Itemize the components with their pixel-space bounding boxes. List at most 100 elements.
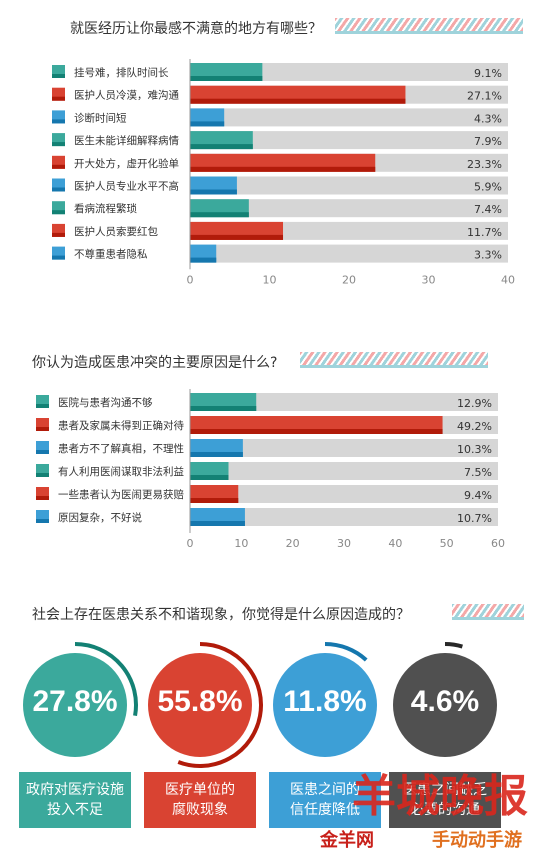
bar-track-4 — [190, 485, 498, 503]
cause-text-0-1: 投入不足 — [47, 802, 103, 818]
category-label-4: 开大处方，虚开化验单 — [74, 157, 179, 170]
category-label-1: 医护人员冷漠，难沟通 — [74, 89, 179, 102]
value-label-4: 23.3% — [467, 158, 502, 171]
donut-arc-0 — [74, 642, 138, 717]
value-label-0: 9.1% — [474, 67, 502, 80]
category-label-2: 诊断时间短 — [74, 111, 127, 124]
legend-swatch-shade-2 — [36, 450, 49, 454]
chart1-rule — [335, 31, 523, 34]
value-label-3: 7.9% — [474, 135, 502, 148]
donut-0 — [23, 642, 138, 757]
bar-shade-4 — [190, 166, 376, 172]
bar-shade-2 — [190, 121, 225, 127]
donut-value-label-0: 27.8% — [32, 685, 118, 718]
value-label-3: 7.5% — [464, 466, 492, 479]
legend-swatch-shade-2 — [52, 119, 65, 124]
value-label-0: 12.9% — [457, 397, 492, 410]
bar-shade-7 — [190, 234, 284, 240]
cause-text-1-0: 医疗单位的 — [165, 782, 235, 798]
bar-track-5 — [190, 508, 498, 526]
bar-track-6 — [190, 199, 508, 218]
bar-shade-0 — [190, 76, 263, 81]
legend-swatch-shade-5 — [52, 187, 65, 192]
donut-arc-2 — [324, 642, 368, 662]
value-label-8: 3.3% — [474, 249, 502, 262]
chart2-plot: 医院与患者沟通不够 12.9% 患者及家属未得到正确对待 49.2% 患者方不了解真相，… — [36, 389, 505, 550]
legend-swatch-shade-1 — [52, 96, 65, 101]
donut-value-label-3: 4.6% — [410, 685, 480, 718]
bar-shade-1 — [190, 429, 443, 434]
legend-swatch-shade-1 — [36, 427, 49, 431]
donut-disc-3 — [393, 653, 497, 757]
chart3-stripe-decoration — [452, 604, 524, 618]
legend-swatch-shade-4 — [52, 164, 65, 169]
bar-track-0 — [190, 63, 508, 81]
x-tick-label-1: 10 — [234, 537, 248, 550]
bar-shade-8 — [190, 257, 217, 263]
value-label-7: 11.7% — [467, 226, 502, 239]
chart1-title: 就医经历让你最感不满意的地方有哪些？ — [70, 21, 322, 37]
value-label-5: 5.9% — [474, 181, 502, 194]
cause-text-2-1: 信任度降低 — [290, 802, 360, 818]
bar-shade-5 — [190, 189, 237, 195]
newspaper-logo-watermark: 羊城晚报 — [352, 771, 528, 822]
x-tick-label-3: 30 — [337, 537, 351, 550]
bar-shade-5 — [190, 521, 245, 526]
cause-box-3: 医患之间缺乏 必要的沟通 — [389, 772, 501, 828]
chart2-stripe-decoration — [300, 352, 488, 366]
cause-text-3-1: 必要的沟通 — [410, 802, 480, 818]
x-tick-label-6: 60 — [491, 537, 505, 550]
value-label-4: 9.4% — [464, 489, 492, 502]
legend-swatch-shade-8 — [52, 255, 65, 260]
x-tick-label-3: 30 — [422, 273, 436, 286]
donut-2 — [273, 642, 377, 757]
legend-swatch-shade-4 — [36, 496, 49, 500]
legend-swatch-shade-0 — [52, 74, 65, 78]
tag-watermark: 手动动手游 — [432, 830, 522, 851]
legend-swatch-shade-5 — [36, 519, 49, 523]
category-label-5: 原因复杂，不好说 — [58, 511, 142, 524]
x-tick-label-2: 20 — [342, 273, 356, 286]
category-label-3: 医生未能详细解释病情 — [74, 134, 179, 147]
chart2-rule — [300, 365, 488, 368]
donut-arc-3 — [444, 642, 463, 649]
bar-track-2 — [190, 439, 498, 457]
donut-1 — [148, 642, 263, 768]
bar-shade-0 — [190, 406, 257, 411]
category-label-2: 患者方不了解真相，不理性 — [58, 442, 184, 455]
cause-box-1: 医疗单位的 腐败现象 — [144, 772, 256, 828]
legend-swatch-shade-6 — [52, 210, 65, 215]
x-tick-label-4: 40 — [388, 537, 402, 550]
legend-swatch-shade-3 — [36, 473, 49, 477]
x-tick-label-2: 20 — [286, 537, 300, 550]
donut-value-label-2: 11.8% — [283, 685, 367, 718]
category-label-6: 看病流程繁琐 — [74, 202, 137, 215]
value-label-1: 49.2% — [457, 420, 492, 433]
cause-box-2: 医患之间的 信任度降低 — [269, 772, 381, 828]
bar-track-8 — [190, 244, 508, 263]
value-label-6: 7.4% — [474, 203, 502, 216]
bar-shade-4 — [190, 498, 239, 503]
x-tick-label-5: 50 — [440, 537, 454, 550]
category-label-1: 患者及家属未得到正确对待 — [58, 419, 184, 432]
bar-track-3 — [190, 462, 498, 480]
category-label-0: 医院与患者沟通不够 — [58, 396, 153, 409]
donut-3 — [393, 642, 497, 757]
category-label-3: 有人利用医闹谋取非法利益 — [58, 465, 184, 478]
bar-track-5 — [190, 176, 508, 195]
category-label-4: 一些患者认为医闹更易获赔 — [58, 488, 184, 501]
chart1-plot: 挂号难，排队时间长 9.1% 医护人员冷漠，难沟通 27.1% 诊断时间短 4.3% 医生未… — [52, 59, 515, 286]
value-label-2: 10.3% — [457, 443, 492, 456]
bar-track-2 — [190, 108, 508, 127]
bar-track-3 — [190, 131, 508, 150]
cause-text-0-0: 政府对医疗设施 — [26, 782, 124, 798]
bar-shade-6 — [190, 212, 249, 218]
legend-swatch-shade-3 — [52, 142, 65, 147]
x-tick-label-0: 0 — [187, 273, 194, 286]
site-name-watermark: 金羊网 — [320, 830, 374, 851]
chart2-title: 你认为造成医患冲突的主要原因是什么? — [32, 355, 278, 371]
value-label-1: 27.1% — [467, 90, 502, 103]
chart3-rule — [452, 617, 524, 620]
x-tick-label-1: 10 — [263, 273, 277, 286]
x-tick-label-4: 40 — [501, 273, 515, 286]
